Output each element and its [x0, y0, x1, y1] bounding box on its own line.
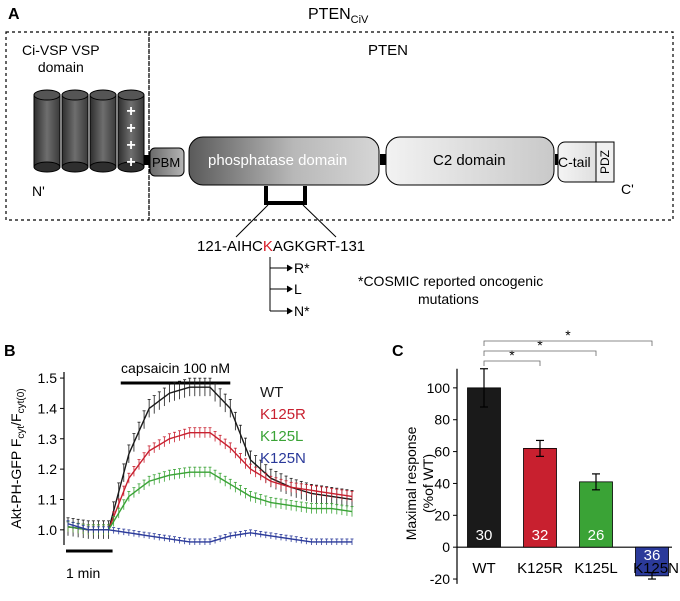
y-tick-label: -20 — [430, 571, 450, 587]
ctail-label: C-tail — [558, 154, 591, 170]
panel-a-title: PTENCiV — [308, 6, 368, 26]
legend-entry: WT — [260, 384, 283, 401]
series-K125N — [66, 520, 354, 545]
series-line — [67, 386, 353, 531]
y-tick-label: 40 — [434, 475, 450, 491]
series-line — [67, 523, 352, 543]
y-tick-label: 1.0 — [38, 522, 58, 538]
x-tick-label: K125N — [633, 560, 679, 577]
cosmic-note: *COSMIC reported oncogenic mutations — [358, 272, 543, 308]
bar-K125L — [579, 481, 613, 548]
legend-entry: K125R — [260, 406, 306, 423]
x-tick-label: K125R — [517, 560, 563, 577]
series-K125L — [66, 466, 354, 535]
panel-a-title-main: PTEN — [308, 6, 351, 23]
plus-sign: + — [126, 120, 135, 137]
series-line — [67, 432, 353, 531]
linker — [380, 154, 386, 165]
mutation-label: R* — [294, 260, 310, 276]
legend-entry: K125N — [260, 450, 306, 467]
y-tick-label: 60 — [434, 444, 450, 460]
vsp-domain-label: Ci-VSP VSP domain — [22, 42, 100, 76]
panel-b-label: B — [4, 343, 16, 360]
x-tick-label: WT — [472, 560, 495, 577]
sequence-k125: K — [262, 238, 273, 255]
pten-label: PTEN — [368, 42, 409, 59]
pdz-label: PDZ — [598, 150, 612, 174]
legend-entry: K125L — [260, 428, 303, 445]
n-label: 26 — [588, 527, 605, 544]
vsp-domain-label-line: domain — [37, 59, 84, 75]
c2-label: C2 domain — [433, 152, 506, 169]
pten-box — [148, 31, 674, 221]
timecourse-chart: 1.0 1.1 1.2 1.3 1.4 1.5 Akt-PH-GFP Fcyt/Fcyt(0… — [8, 360, 354, 581]
y-tick-label: 1.3 — [38, 431, 58, 447]
linker — [144, 155, 150, 165]
y-tick-label: 20 — [434, 507, 450, 523]
y-tick-label: 1.1 — [38, 491, 58, 507]
pbm-domain — [149, 147, 185, 177]
y-tick-label: 100 — [427, 380, 451, 396]
y-tick-label: 1.2 — [38, 461, 58, 477]
significance-mark: * — [509, 347, 515, 363]
pbm-label: PBM — [152, 155, 181, 170]
significance-mark: * — [565, 327, 571, 343]
y-axis-label: Akt-PH-GFP Fcyt/Fcyt(0) — [8, 388, 27, 528]
mutation-arrows — [269, 257, 293, 315]
n-label: 30 — [476, 527, 493, 544]
phosphatase-label: phosphatase domain — [208, 152, 348, 169]
significance-bracket — [483, 360, 541, 366]
y-tick-label: 0 — [442, 539, 450, 555]
vsp-domain-box — [5, 31, 150, 221]
significance-bracket — [483, 340, 653, 346]
bar-K125R — [523, 447, 557, 548]
significance-bracket — [483, 350, 597, 356]
plus-sign: + — [126, 154, 135, 171]
mutation-label: L — [294, 281, 302, 297]
y-axis-label: Maximal response — [403, 426, 419, 540]
pointer-line — [302, 204, 337, 238]
transmembrane-helices — [33, 89, 145, 173]
stimulus-label: capsaicin 100 nM — [121, 360, 230, 376]
n-label: 32 — [532, 527, 549, 544]
vsp-domain-label-line: Ci-VSP VSP — [22, 42, 100, 58]
bar-K125N — [635, 546, 669, 577]
cosmic-note-line: *COSMIC reported oncogenic — [358, 273, 544, 289]
n-terminus-label: N' — [32, 183, 45, 199]
series-line — [67, 471, 353, 531]
series-K125R — [66, 427, 354, 535]
panel-a-label: A — [8, 6, 20, 23]
c2-domain — [385, 136, 555, 186]
y-tick-label: 80 — [434, 412, 450, 428]
series-WT — [66, 377, 354, 539]
bar-WT — [467, 387, 501, 548]
y-tick-label: 1.5 — [38, 370, 58, 386]
n-label: 36 — [644, 547, 661, 564]
pdz-domain — [595, 141, 615, 183]
catalytic-loop-bracket — [264, 186, 307, 205]
plus-sign: + — [126, 103, 135, 120]
pointer-line — [235, 204, 269, 238]
sequence-prefix: 121-AIHC — [197, 238, 263, 255]
mutation-label: N* — [294, 303, 310, 319]
phosphatase-domain — [188, 136, 380, 186]
significance-mark: * — [537, 337, 543, 353]
plus-sign: + — [126, 137, 135, 154]
panel-a-title-sub: CiV — [350, 14, 369, 27]
sequence-label: 121-AIHCKAGKGRT-131 — [197, 238, 365, 255]
y-axis-label: (%of WT) — [420, 454, 436, 513]
bar-chart: -20 0 20 40 60 80 100 Maximal response (%of WT) 3… — [403, 327, 679, 587]
panel-c-label: C — [392, 343, 404, 360]
y-tick-label: 1.4 — [38, 400, 58, 416]
c-terminus-label: C' — [621, 181, 634, 197]
cosmic-note-line: mutations — [418, 291, 479, 307]
plus-signs: + + + + — [126, 103, 135, 171]
scale-bar-label: 1 min — [66, 565, 100, 581]
sequence-suffix: AGKGRT-131 — [272, 238, 366, 255]
x-tick-label: K125L — [574, 560, 617, 577]
